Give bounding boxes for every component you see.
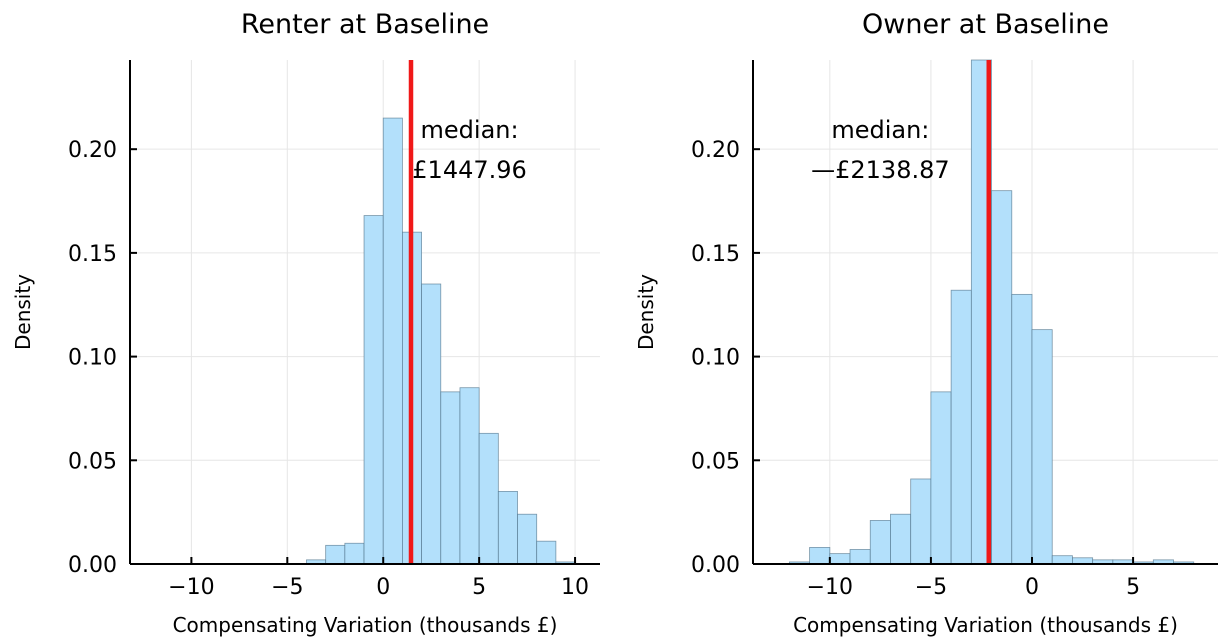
y-tick-label: 0.15: [68, 242, 117, 267]
median-annotation-line1: median:: [421, 116, 519, 144]
y-tick-label: 0.05: [691, 449, 740, 474]
histogram-bar: [890, 513, 912, 565]
x-tick-label: −5: [915, 575, 947, 600]
histogram-bar: [478, 432, 499, 565]
y-tick-label: 0.00: [691, 553, 740, 578]
histogram-bar: [344, 542, 365, 565]
histogram-bar: [849, 549, 871, 565]
histogram-bar: [517, 513, 538, 565]
histogram-bar: [459, 387, 480, 565]
histogram-bar: [910, 478, 932, 565]
histogram-bar: [869, 520, 891, 565]
x-tick-label: 10: [561, 575, 589, 600]
histogram-bar: [325, 544, 346, 565]
histogram-bar: [991, 190, 1013, 565]
y-tick-label: 0.20: [691, 138, 740, 163]
chart-title: Renter at Baseline: [241, 9, 489, 40]
y-tick-label: 0.10: [68, 346, 117, 371]
x-tick-label: −10: [168, 575, 214, 600]
y-axis-label: Density: [11, 274, 35, 350]
y-tick-label: 0.15: [691, 242, 740, 267]
x-tick-label: 5: [1126, 575, 1140, 600]
chart-title: Owner at Baseline: [862, 9, 1109, 40]
x-axis-label: Compensating Variation (thousands £): [173, 613, 558, 637]
histogram-bar: [930, 391, 952, 565]
x-axis-label: Compensating Variation (thousands £): [793, 613, 1178, 637]
median-annotation-line2: —£2138.87: [811, 156, 950, 184]
histogram-bar: [421, 283, 442, 565]
histogram-bar: [1011, 293, 1033, 565]
renter-histogram-panel: −10 −5 0 5 10 0.00 0.05 0.10 0.15 0.20 Renter at B…: [11, 9, 600, 637]
histogram-bar: [1051, 555, 1073, 565]
y-tick-label: 0.05: [68, 449, 117, 474]
y-tick-label: 0.00: [68, 553, 117, 578]
y-axis-label: Density: [634, 274, 658, 350]
histogram-bar: [809, 547, 831, 565]
histogram-bar: [829, 553, 851, 565]
y-tick-label: 0.20: [68, 138, 117, 163]
x-tick-label: 0: [376, 575, 390, 600]
x-tick-label: −10: [807, 575, 853, 600]
histogram-bar: [440, 391, 461, 565]
histogram-bar: [950, 289, 972, 565]
histogram-bar: [363, 215, 384, 565]
x-tick-label: 0: [1025, 575, 1039, 600]
owner-histogram-panel: −10 −5 0 5 0.00 0.05 0.10 0.15 0.20 Owner at Base…: [634, 9, 1218, 637]
histogram-bar: [1031, 329, 1053, 565]
median-annotation-line2: £1447.96: [412, 156, 527, 184]
y-tick-label: 0.10: [691, 346, 740, 371]
histogram-bar: [382, 117, 403, 565]
median-annotation-line1: median:: [831, 116, 929, 144]
histogram-bar: [497, 491, 518, 565]
x-tick-label: 5: [472, 575, 486, 600]
histogram-bar: [536, 540, 557, 565]
x-tick-label: −5: [271, 575, 303, 600]
